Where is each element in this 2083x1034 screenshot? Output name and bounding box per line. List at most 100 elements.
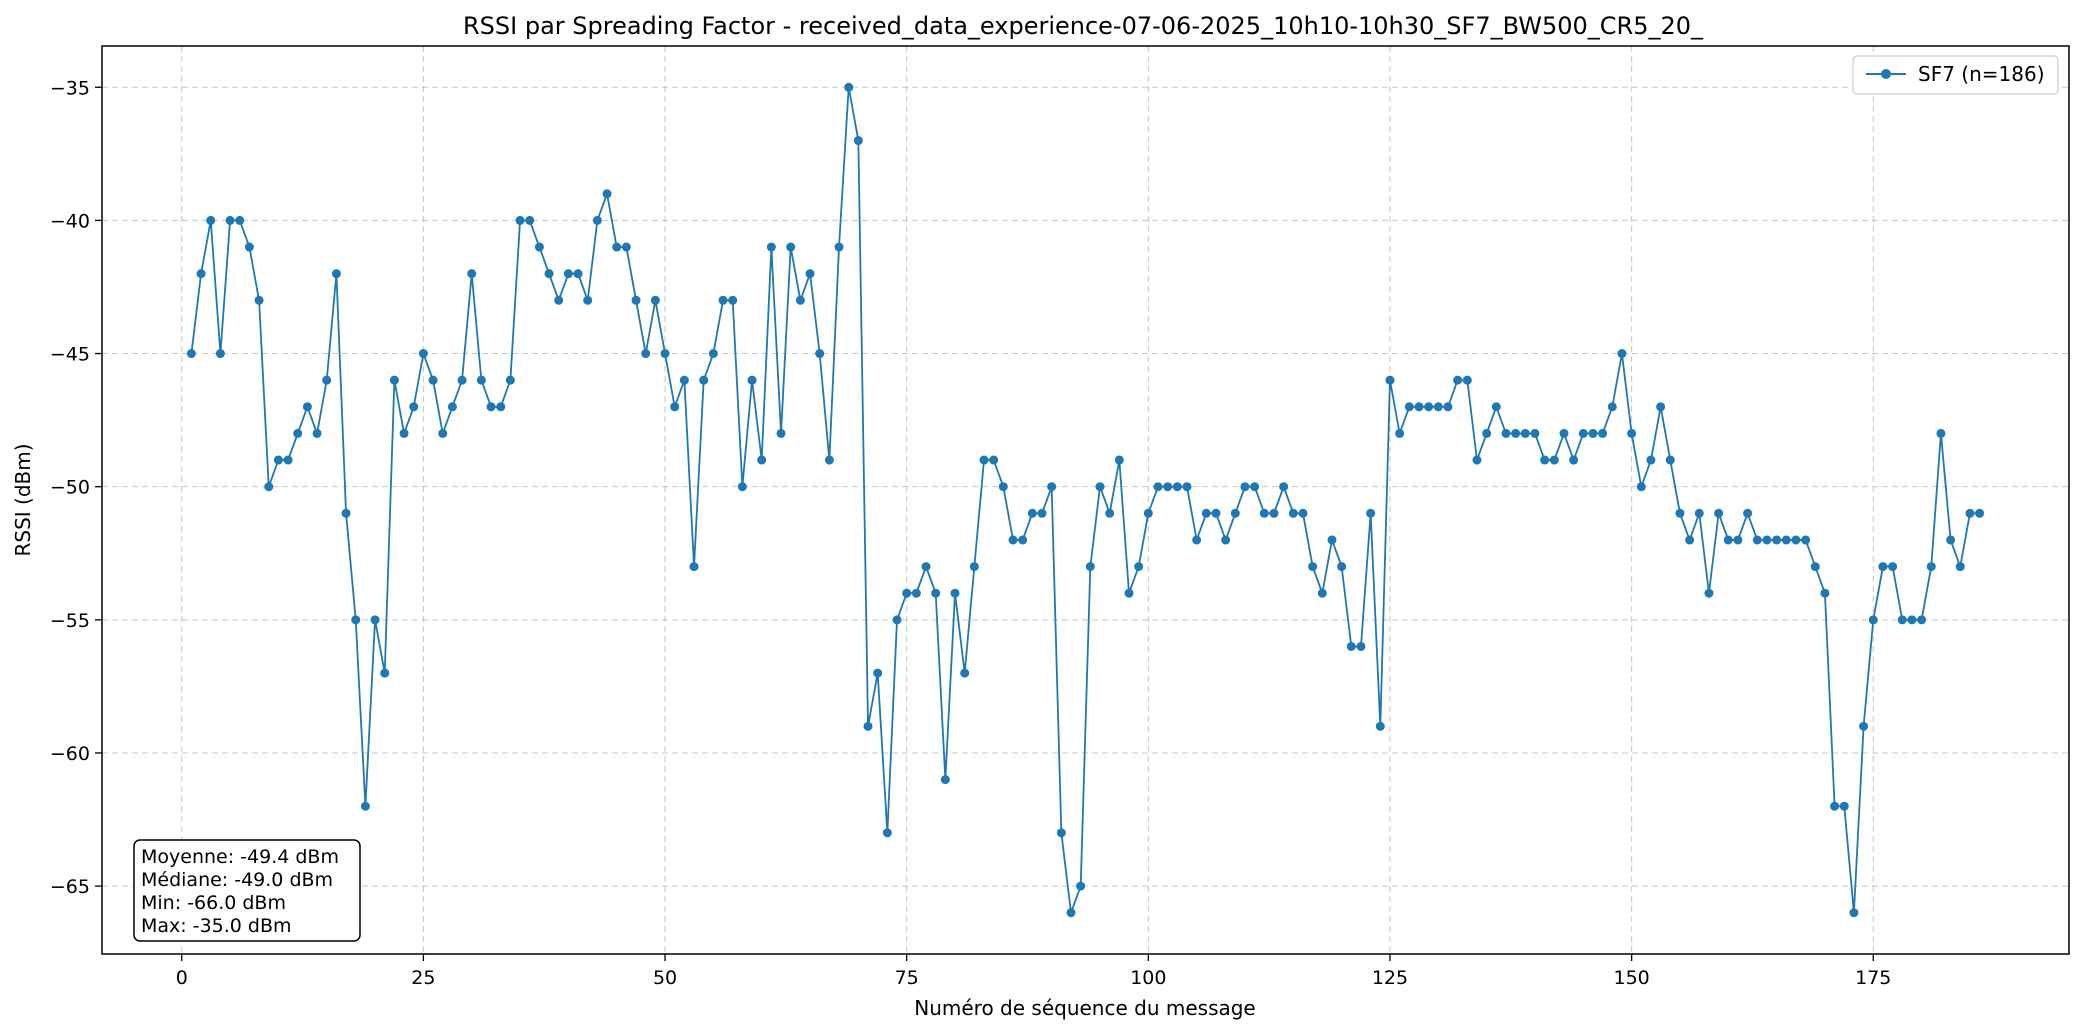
y-tick-label: −45: [50, 344, 90, 366]
chart-title: RSSI par Spreading Factor - received_dat…: [463, 12, 1704, 40]
x-tick-label: 75: [895, 967, 919, 989]
data-point: [1723, 535, 1733, 545]
data-point: [911, 588, 921, 598]
data-point: [1694, 508, 1704, 518]
data-point: [902, 588, 912, 598]
data-point: [1163, 482, 1173, 492]
data-point: [331, 269, 341, 279]
y-axis-label: RSSI (dBm): [11, 443, 35, 556]
data-point: [1675, 508, 1685, 518]
data-point: [989, 455, 999, 465]
x-tick-label: 0: [176, 967, 188, 989]
data-point: [1627, 428, 1637, 438]
legend: SF7 (n=186): [1852, 55, 2059, 95]
data-point: [389, 375, 399, 385]
data-point: [1772, 535, 1782, 545]
x-axis: 0 25 50 75 100 125 150 175: [176, 954, 1891, 989]
data-point: [341, 508, 351, 518]
data-point: [1037, 508, 1047, 518]
data-point: [1066, 908, 1076, 918]
data-point: [718, 295, 728, 305]
data-point: [1134, 562, 1144, 572]
data-point: [1588, 428, 1598, 438]
data-point: [399, 428, 409, 438]
data-point: [689, 562, 699, 572]
data-point: [1143, 508, 1153, 518]
data-point: [1095, 482, 1105, 492]
data-point: [1946, 535, 1956, 545]
data-point: [853, 136, 863, 146]
data-point: [844, 82, 854, 92]
data-point: [438, 428, 448, 438]
y-tick-label: −40: [50, 210, 90, 232]
data-point: [254, 295, 264, 305]
plot-frame: [101, 45, 2070, 955]
data-point: [747, 375, 757, 385]
data-point: [476, 375, 486, 385]
data-point: [1375, 721, 1385, 731]
data-point: [670, 402, 680, 412]
data-point: [467, 269, 477, 279]
data-point: [1153, 482, 1163, 492]
data-point: [1781, 535, 1791, 545]
data-point: [921, 562, 931, 572]
data-point: [1743, 508, 1753, 518]
data-point: [1240, 482, 1250, 492]
data-point: [206, 215, 216, 225]
data-point: [1250, 482, 1260, 492]
data-point: [1656, 402, 1666, 412]
stats-box: Moyenne: -49.4 dBm Médiane: -49.0 dBm Mi…: [133, 839, 361, 942]
legend-marker-swatch: [1881, 69, 1891, 79]
data-point: [235, 215, 245, 225]
data-point: [196, 269, 206, 279]
data-point: [486, 402, 496, 412]
data-point: [525, 215, 535, 225]
data-point: [1201, 508, 1211, 518]
data-point: [863, 721, 873, 731]
data-point: [1317, 588, 1327, 598]
stats-min: Min: -66.0 dBm: [141, 892, 286, 914]
data-point: [283, 455, 293, 465]
data-point: [534, 242, 544, 252]
data-point: [322, 375, 332, 385]
data-point: [1965, 508, 1975, 518]
data-point: [631, 295, 641, 305]
data-point: [1559, 428, 1569, 438]
data-point: [1569, 455, 1579, 465]
data-point: [1221, 535, 1231, 545]
data-point: [1549, 455, 1559, 465]
data-point: [834, 242, 844, 252]
data-point: [1424, 402, 1434, 412]
data-point: [1617, 349, 1627, 359]
data-point: [650, 295, 660, 305]
data-point: [1868, 615, 1878, 625]
data-point: [1733, 535, 1743, 545]
data-point: [1888, 562, 1898, 572]
data-point: [544, 269, 554, 279]
data-point: [515, 215, 525, 225]
y-axis: −65 −60 −55 −50 −45 −40 −35: [50, 77, 102, 898]
data-point: [873, 668, 883, 678]
y-tick-label: −55: [50, 610, 90, 632]
data-point: [1443, 402, 1453, 412]
data-point: [1839, 801, 1849, 811]
data-point: [641, 349, 651, 359]
data-point: [1366, 508, 1376, 518]
data-point: [805, 269, 815, 279]
stats-box-frame: [133, 839, 361, 942]
data-point: [273, 455, 283, 465]
data-point: [447, 402, 457, 412]
data-point: [428, 375, 438, 385]
data-point: [1433, 402, 1443, 412]
data-point: [1192, 535, 1202, 545]
data-point: [612, 242, 622, 252]
data-point: [1453, 375, 1463, 385]
data-point: [1404, 402, 1414, 412]
data-point: [312, 428, 322, 438]
data-point: [621, 242, 631, 252]
data-point: [786, 242, 796, 252]
data-point: [1385, 375, 1395, 385]
data-point: [1791, 535, 1801, 545]
y-tick-label: −65: [50, 876, 90, 898]
data-point: [1801, 535, 1811, 545]
